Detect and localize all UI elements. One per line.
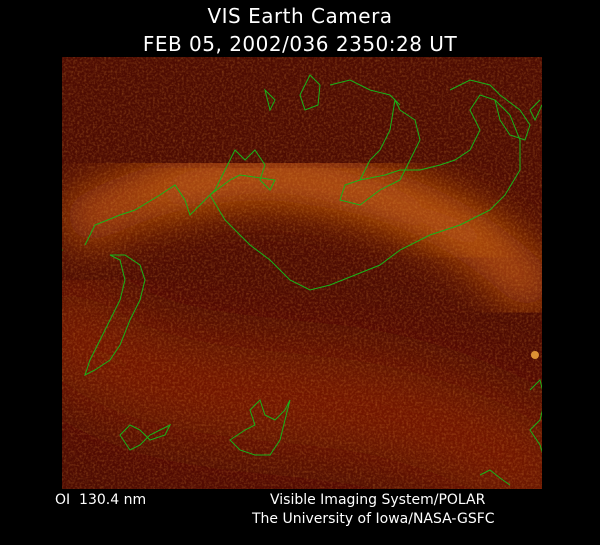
credit-line-2: The University of Iowa/NASA-GSFC bbox=[252, 511, 495, 527]
timestamp: FEB 05, 2002/036 2350:28 UT bbox=[142, 32, 458, 56]
image-noise bbox=[62, 57, 542, 489]
bright-spot bbox=[531, 351, 539, 359]
image-title: VIS Earth Camera bbox=[207, 4, 393, 28]
credit-line-1: Visible Imaging System/POLAR bbox=[270, 492, 486, 508]
wavelength-label: OI 130.4 nm bbox=[55, 492, 147, 508]
coastlines bbox=[62, 74, 542, 486]
